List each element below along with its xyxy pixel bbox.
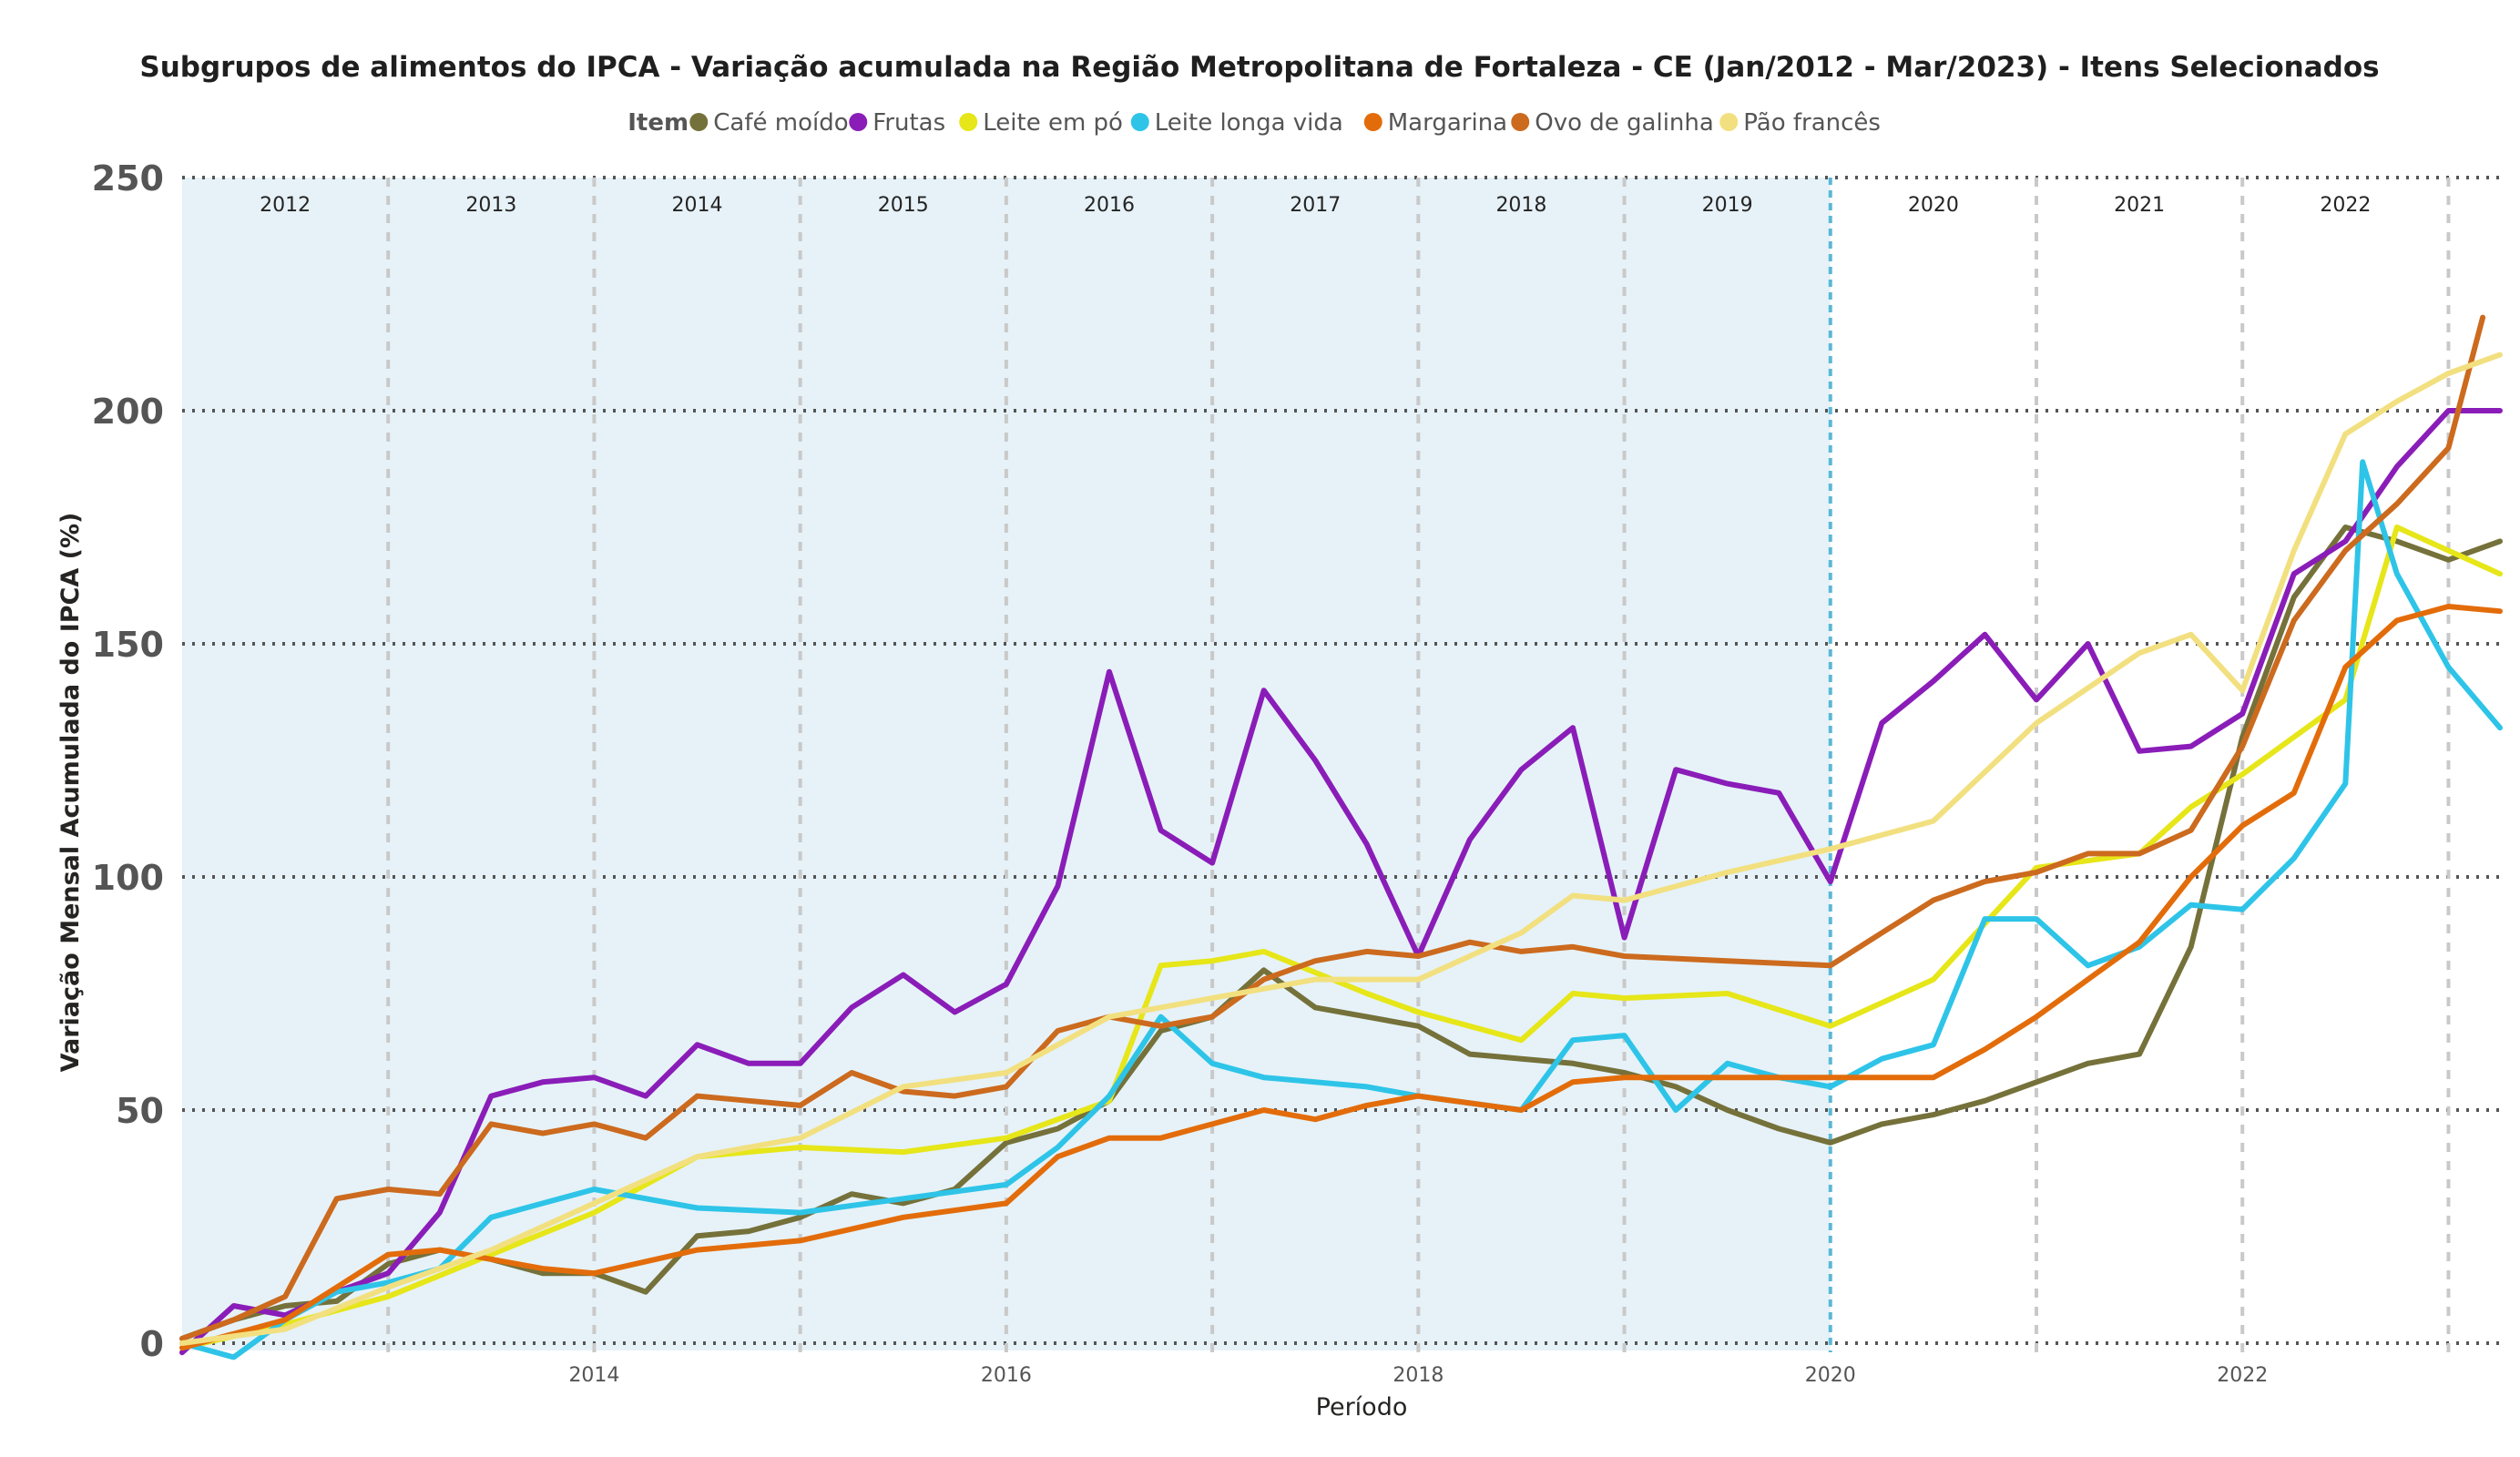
y-tick-150: 150 bbox=[92, 625, 164, 665]
year-label-2020: 2020 bbox=[1908, 194, 1959, 217]
y-tick-0: 0 bbox=[140, 1324, 164, 1364]
legend-label-4: Leite longa vida bbox=[1155, 109, 1343, 137]
legend-title: Item bbox=[627, 109, 689, 137]
legend-item-5[interactable]: Margarina bbox=[1363, 109, 1507, 137]
chart-title: Subgrupos de alimentos do IPCA - Variaçã… bbox=[139, 51, 2379, 84]
legend-item-2[interactable]: Frutas bbox=[849, 109, 945, 137]
year-label-2021: 2021 bbox=[2114, 194, 2165, 217]
y-axis-title: Variação Mensal Acumulada do IPCA (%) bbox=[56, 513, 85, 1073]
year-label-2012: 2012 bbox=[260, 194, 311, 217]
year-label-2017: 2017 bbox=[1290, 194, 1341, 217]
year-label-2014: 2014 bbox=[672, 194, 723, 217]
legend-label-6: Ovo de galinha bbox=[1535, 109, 1714, 137]
legend-label-1: Café moído bbox=[713, 109, 848, 137]
year-label-2018: 2018 bbox=[1495, 194, 1546, 217]
legend-label-5: Margarina bbox=[1388, 109, 1507, 137]
legend-item-7[interactable]: Pão francês bbox=[1719, 109, 1881, 137]
legend-label-7: Pão francês bbox=[1743, 109, 1881, 137]
year-label-2019: 2019 bbox=[1702, 194, 1753, 217]
series-line-7 bbox=[179, 352, 2503, 1346]
x-axis-title: Período bbox=[1316, 1393, 1408, 1421]
x-tick-2016: 2016 bbox=[981, 1364, 1032, 1387]
legend-marker-4 bbox=[1130, 113, 1149, 131]
legend-marker-5 bbox=[1363, 113, 1382, 131]
legend-marker-2 bbox=[849, 113, 868, 131]
legend-item-4[interactable]: Leite longa vida bbox=[1130, 109, 1343, 137]
series-line-3 bbox=[179, 525, 2503, 1351]
series-line-5 bbox=[179, 604, 2503, 1351]
y-axis-ticks: 0 50 100 150 200 250 bbox=[92, 158, 164, 1364]
legend-label-3: Leite em pó bbox=[983, 109, 1123, 137]
legend-label-2: Frutas bbox=[872, 109, 945, 137]
legend-item-6[interactable]: Ovo de galinha bbox=[1511, 109, 1714, 137]
legend-marker-1 bbox=[689, 113, 709, 131]
x-tick-2018: 2018 bbox=[1393, 1364, 1444, 1387]
legend-marker-7 bbox=[1719, 113, 1739, 131]
legend[interactable]: Item Café moído Frutas Leite em pó Leite lo… bbox=[627, 109, 1881, 137]
y-tick-200: 200 bbox=[92, 392, 164, 432]
x-tick-2014: 2014 bbox=[568, 1364, 619, 1387]
year-band-labels: 2012 2013 2014 2015 2016 2017 2018 2019 2020 2021… bbox=[260, 194, 2371, 217]
y-tick-50: 50 bbox=[116, 1091, 164, 1131]
year-label-2015: 2015 bbox=[878, 194, 929, 217]
year-label-2013: 2013 bbox=[465, 194, 516, 217]
legend-item-1[interactable]: Café moído bbox=[689, 109, 849, 137]
legend-marker-3 bbox=[959, 113, 978, 131]
x-tick-2020: 2020 bbox=[1805, 1364, 1856, 1387]
series-line-2 bbox=[179, 408, 2503, 1356]
year-label-2022: 2022 bbox=[2320, 194, 2371, 217]
series-lines bbox=[179, 314, 2503, 1360]
x-axis-ticks: 2014 2016 2018 2020 2022 bbox=[568, 1364, 2268, 1387]
series-line-6 bbox=[179, 314, 2486, 1341]
gridlines bbox=[182, 176, 2500, 1352]
legend-marker-6 bbox=[1511, 113, 1530, 131]
x-tick-2022: 2022 bbox=[2217, 1364, 2268, 1387]
y-tick-100: 100 bbox=[92, 858, 164, 898]
legend-item-3[interactable]: Leite em pó bbox=[959, 109, 1123, 137]
y-tick-250: 250 bbox=[92, 158, 164, 199]
year-label-2016: 2016 bbox=[1084, 194, 1135, 217]
